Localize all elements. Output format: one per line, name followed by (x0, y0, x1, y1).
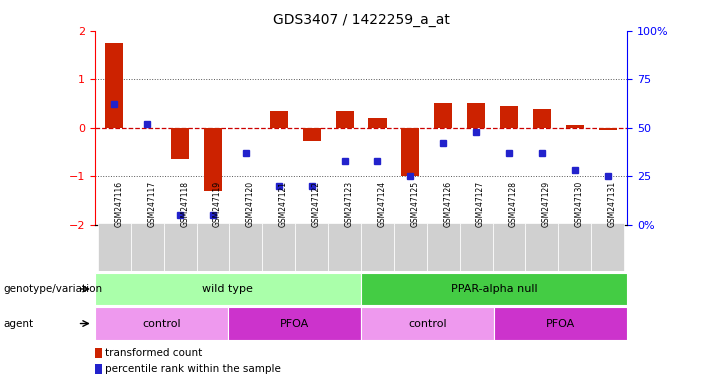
Bar (526, 223, 558, 271)
Text: GSM247118: GSM247118 (180, 180, 189, 227)
Title: GDS3407 / 1422259_a_at: GDS3407 / 1422259_a_at (273, 13, 449, 27)
Bar (98, 223, 131, 271)
Text: GSM247121: GSM247121 (279, 180, 288, 227)
Text: wild type: wild type (203, 284, 253, 294)
Bar (566, 125, 584, 127)
Bar (95, 273, 361, 305)
Bar (303, 127, 321, 141)
Bar (361, 273, 627, 305)
Bar (131, 223, 164, 271)
Bar (369, 118, 386, 127)
Text: GSM247126: GSM247126 (443, 180, 452, 227)
Text: control: control (142, 318, 181, 329)
Text: GSM247120: GSM247120 (246, 180, 255, 227)
Bar (394, 223, 427, 271)
Text: control: control (408, 318, 447, 329)
Text: percentile rank within the sample: percentile rank within the sample (105, 364, 280, 374)
Text: GSM247123: GSM247123 (345, 180, 353, 227)
Text: PFOA: PFOA (546, 318, 576, 329)
Bar (434, 103, 452, 127)
Text: GSM247130: GSM247130 (575, 180, 584, 227)
Bar (591, 223, 624, 271)
Bar (270, 111, 288, 127)
Bar (460, 223, 493, 271)
Bar (196, 223, 229, 271)
Bar (95, 348, 102, 358)
Bar (204, 127, 222, 191)
Bar (401, 127, 419, 176)
Bar (427, 223, 460, 271)
Text: GSM247128: GSM247128 (509, 180, 518, 227)
Text: GSM247124: GSM247124 (377, 180, 386, 227)
Bar (361, 223, 394, 271)
Bar (95, 364, 102, 374)
Bar (229, 223, 262, 271)
Bar (228, 307, 361, 340)
Bar (533, 109, 551, 127)
Bar (164, 223, 196, 271)
Bar (262, 223, 295, 271)
Bar (493, 223, 526, 271)
Bar (336, 111, 353, 127)
Bar (95, 307, 228, 340)
Bar (361, 307, 494, 340)
Text: transformed count: transformed count (105, 348, 202, 358)
Bar (105, 43, 123, 127)
Text: agent: agent (4, 318, 34, 329)
Text: GSM247127: GSM247127 (476, 180, 485, 227)
Text: GSM247116: GSM247116 (114, 180, 123, 227)
Text: GSM247131: GSM247131 (608, 180, 617, 227)
Text: genotype/variation: genotype/variation (4, 284, 102, 294)
Text: GSM247119: GSM247119 (213, 180, 222, 227)
Text: GSM247122: GSM247122 (312, 180, 320, 227)
Text: GSM247125: GSM247125 (410, 180, 419, 227)
Bar (328, 223, 361, 271)
Bar (467, 103, 485, 127)
Text: PFOA: PFOA (280, 318, 309, 329)
Bar (171, 127, 189, 159)
Text: GSM247117: GSM247117 (147, 180, 156, 227)
Bar (558, 223, 591, 271)
Text: GSM247129: GSM247129 (542, 180, 551, 227)
Bar (494, 307, 627, 340)
Bar (295, 223, 328, 271)
Bar (500, 106, 518, 127)
Text: PPAR-alpha null: PPAR-alpha null (451, 284, 538, 294)
Bar (599, 127, 617, 130)
